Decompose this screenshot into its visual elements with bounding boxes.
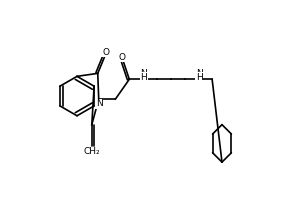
Text: O: O bbox=[102, 48, 109, 57]
Text: CH₂: CH₂ bbox=[83, 147, 100, 156]
Text: N: N bbox=[196, 69, 202, 78]
Text: N: N bbox=[140, 69, 147, 78]
Text: N: N bbox=[96, 99, 103, 108]
Text: H: H bbox=[196, 73, 202, 82]
Text: O: O bbox=[118, 53, 125, 62]
Text: H: H bbox=[140, 73, 147, 82]
